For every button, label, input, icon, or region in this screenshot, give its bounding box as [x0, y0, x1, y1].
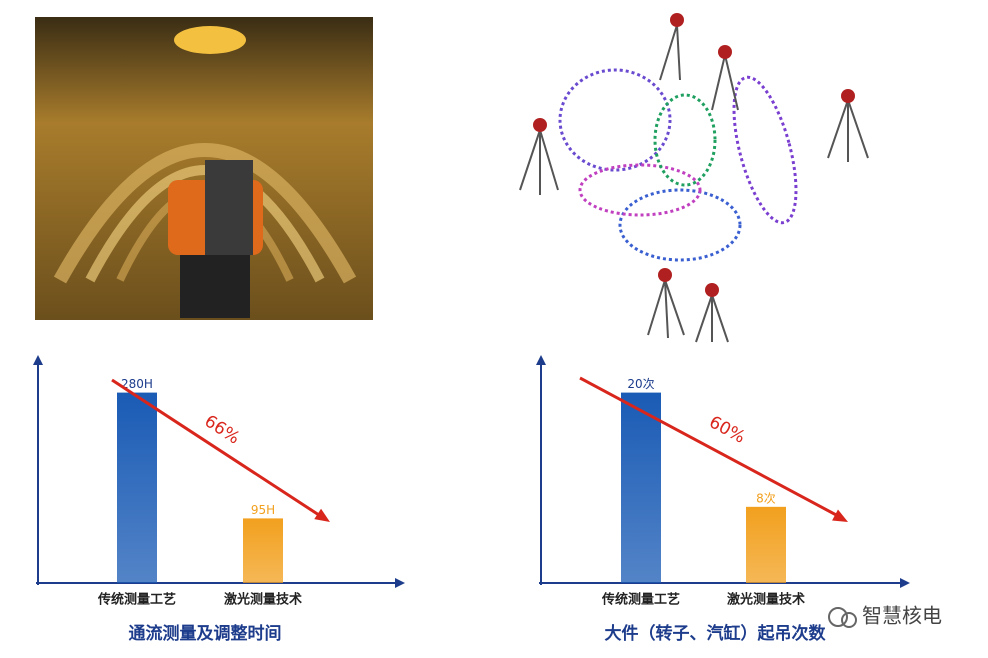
x-axis-arrow — [900, 578, 910, 588]
y-axis-arrow — [33, 355, 43, 365]
value-label: 8次 — [756, 491, 776, 505]
trend-arrow — [579, 376, 841, 519]
trend-arrow-head — [832, 509, 848, 522]
value-label: 20次 — [627, 377, 654, 391]
chart-title: 通流测量及调整时间 — [129, 623, 282, 644]
value-label: 95H — [251, 503, 275, 517]
bar — [621, 392, 661, 583]
x-tick-label: 激光测量技术 — [727, 592, 805, 608]
x-axis-arrow — [395, 578, 405, 588]
watermark: 智慧核电 — [828, 604, 942, 628]
value-label: 280H — [121, 377, 153, 391]
y-axis-arrow — [536, 355, 546, 365]
trend-arrow-head — [314, 508, 330, 522]
bar — [746, 506, 786, 583]
bar — [243, 518, 283, 583]
x-tick-label: 传统测量工艺 — [601, 592, 680, 608]
measurement-diagram — [519, 13, 869, 343]
x-tick-label: 激光测量技术 — [224, 592, 302, 608]
watermark-text: 智慧核电 — [862, 604, 942, 628]
photo — [35, 17, 373, 320]
x-tick-label: 传统测量工艺 — [97, 592, 176, 608]
bar — [117, 392, 157, 583]
trend-arrow — [111, 378, 323, 519]
annotation: 60% — [706, 412, 749, 448]
chart-title: 大件（转子、汽缸）起吊次数 — [605, 623, 827, 644]
